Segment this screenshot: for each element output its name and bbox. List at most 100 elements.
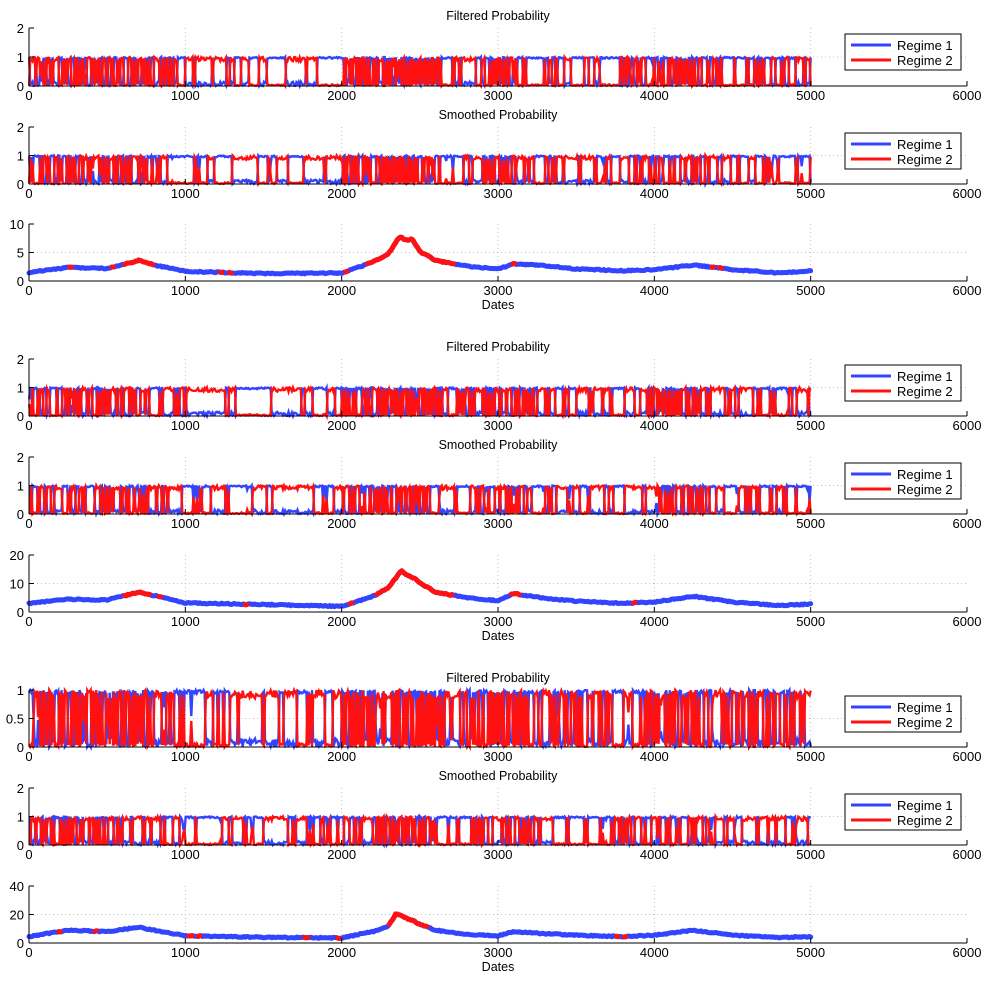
x-tick-label: 3000: [484, 614, 513, 629]
x-tick-label: 5000: [796, 186, 825, 201]
x-tick-label: 0: [25, 516, 32, 531]
plot-data: [29, 817, 811, 846]
x-tick-label: 6000: [953, 186, 982, 201]
volatility-regime-2-segment: [95, 931, 97, 932]
plot-data: [29, 486, 811, 515]
volatility-regime-2-segment: [389, 914, 422, 925]
x-tick-label: 6000: [953, 418, 982, 433]
legend-label-regime-1: Regime 1: [897, 369, 953, 384]
x-tick-label: 0: [25, 418, 32, 433]
y-tick-label: 0: [17, 936, 24, 951]
x-tick-label: 0: [25, 749, 32, 764]
x-tick-label: 3000: [484, 418, 513, 433]
x-tick-label: 1000: [171, 749, 200, 764]
y-tick-label: 1: [17, 149, 24, 164]
legend-label-regime-2: Regime 2: [897, 813, 953, 828]
x-tick-label: 0: [25, 945, 32, 960]
plot-data: [29, 388, 811, 417]
volatility-regime-2-segment: [720, 268, 722, 269]
legend-label-regime-2: Regime 2: [897, 152, 953, 167]
plot-data: [29, 571, 811, 607]
x-tick-label: 4000: [640, 418, 669, 433]
x-tick-label: 0: [25, 88, 32, 103]
plot-data: [29, 156, 811, 184]
plot-data: [29, 914, 811, 939]
legend-label-regime-2: Regime 2: [897, 482, 953, 497]
x-tick-label: 5000: [796, 945, 825, 960]
x-tick-label: 5000: [796, 88, 825, 103]
x-tick-label: 4000: [640, 88, 669, 103]
x-tick-label: 6000: [953, 847, 982, 862]
y-tick-label: 0: [17, 838, 24, 853]
subplot-title: Smoothed Probability: [439, 438, 559, 452]
y-tick-label: 40: [10, 879, 24, 894]
x-tick-label: 3000: [484, 283, 513, 298]
x-tick-label: 6000: [953, 614, 982, 629]
x-tick-label: 2000: [327, 945, 356, 960]
x-tick-label: 2000: [327, 283, 356, 298]
y-tick-label: 0.5: [6, 712, 24, 727]
volatility-regime-2-segment: [425, 926, 427, 927]
x-tick-label: 0: [25, 283, 32, 298]
volatility-regime-2-segment: [634, 602, 636, 603]
x-tick-label: 3000: [484, 749, 513, 764]
y-tick-label: 2: [17, 781, 24, 796]
x-axis-label: Dates: [482, 629, 515, 643]
x-tick-label: 3000: [484, 847, 513, 862]
x-tick-label: 2000: [327, 847, 356, 862]
volatility-regime-2-segment: [189, 936, 192, 937]
volatility-regime-2-segment: [125, 592, 150, 596]
x-tick-label: 4000: [640, 283, 669, 298]
y-tick-label: 1: [17, 50, 24, 65]
x-tick-label: 0: [25, 186, 32, 201]
y-tick-label: 1: [17, 479, 24, 494]
volatility-regime-2-segment: [511, 594, 519, 595]
y-tick-label: 5: [17, 246, 24, 261]
y-tick-label: 10: [10, 217, 24, 232]
y-tick-label: 0: [17, 79, 24, 94]
y-tick-label: 1: [17, 381, 24, 396]
x-tick-label: 2000: [327, 88, 356, 103]
x-tick-label: 4000: [640, 614, 669, 629]
y-tick-label: 0: [17, 177, 24, 192]
volatility-line: [29, 237, 811, 274]
x-tick-label: 5000: [796, 847, 825, 862]
x-tick-label: 6000: [953, 88, 982, 103]
y-tick-label: 2: [17, 21, 24, 36]
y-tick-label: 2: [17, 450, 24, 465]
plot-data: [29, 690, 811, 747]
series-regime-2-line: [29, 156, 811, 184]
legend-label-regime-2: Regime 2: [897, 715, 953, 730]
x-tick-label: 6000: [953, 749, 982, 764]
volatility-regime-2-segment: [230, 272, 232, 273]
volatility-line: [29, 571, 811, 607]
x-tick-label: 1000: [171, 847, 200, 862]
x-tick-label: 3000: [484, 945, 513, 960]
legend-label-regime-2: Regime 2: [897, 53, 953, 68]
x-tick-label: 1000: [171, 614, 200, 629]
y-tick-label: 1: [17, 810, 24, 825]
legend-label-regime-1: Regime 1: [897, 137, 953, 152]
x-tick-label: 2000: [327, 186, 356, 201]
x-axis-label: Dates: [482, 298, 515, 312]
x-tick-label: 4000: [640, 847, 669, 862]
grid: [29, 224, 967, 281]
y-tick-label: 0: [17, 409, 24, 424]
x-tick-label: 6000: [953, 945, 982, 960]
subplot-title: Smoothed Probability: [439, 108, 559, 122]
y-tick-label: 20: [10, 908, 24, 923]
series-regime-2-line: [29, 690, 811, 747]
y-tick-label: 20: [10, 548, 24, 563]
x-tick-label: 1000: [171, 88, 200, 103]
